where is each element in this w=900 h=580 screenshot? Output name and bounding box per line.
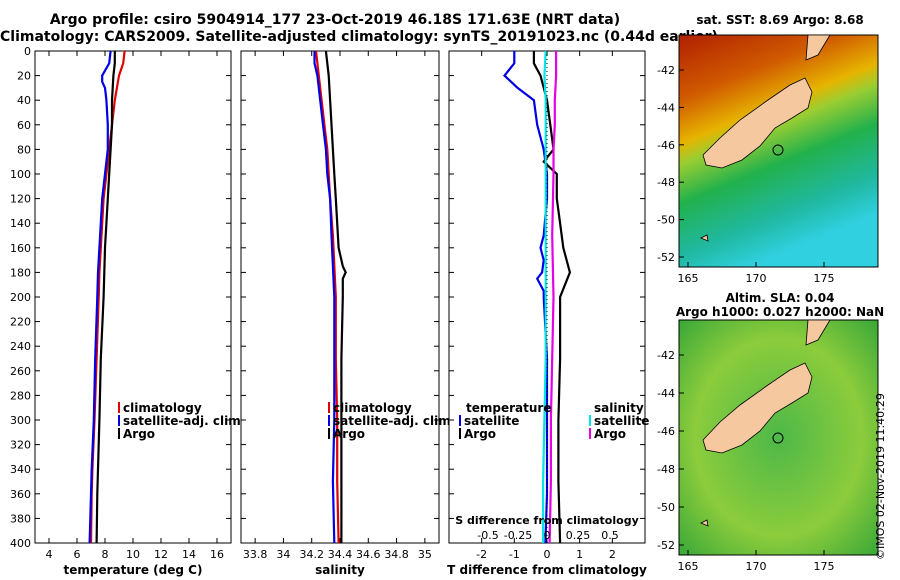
y-tick-label: 160 (10, 242, 31, 255)
x-tick-label: 8 (102, 548, 109, 561)
legend-heading-temperature: temperature (466, 401, 551, 415)
y-tick-label: 240 (10, 340, 31, 353)
x-tick-label: 14 (182, 548, 196, 561)
legend-label: Argo (123, 427, 155, 441)
legend-label: Argo (594, 427, 626, 441)
x-tick-label: 4 (46, 548, 53, 561)
y-tick-label: 80 (17, 143, 31, 156)
x-axis-label: salinity (315, 563, 365, 577)
sst-map-title: sat. SST: 8.69 Argo: 8.68 (696, 13, 864, 27)
y-tick-label: 320 (10, 439, 31, 452)
sla-map-title-line2: Argo h1000: 0.027 h2000: NaN (675, 305, 885, 319)
y-tick-label: 280 (10, 389, 31, 402)
salinity-panel: 33.8 34 34.2 34.4 34.6 34.8 35 salinity climatol… (240, 50, 455, 577)
x-tick-label: -2 (476, 548, 487, 561)
x-axis-label: T difference from climatology (447, 563, 647, 577)
legend-swatch (118, 415, 120, 426)
plot-frame (34, 50, 232, 544)
difference-panel: -2 -1 0 1 2 T difference from climatology S di… (447, 50, 649, 577)
x2-tick-label: 0.5 (601, 529, 619, 542)
legend-label: Argo (464, 427, 496, 441)
y-tick-label: 300 (10, 414, 31, 427)
x-axis-label: temperature (deg C) (64, 563, 203, 577)
legend-swatch (118, 402, 120, 413)
chart-title-line1: Argo profile: csiro 5904914_177 23-Oct-2… (49, 12, 621, 28)
x-tick-label: 0 (544, 548, 551, 561)
y-tick-label: 140 (10, 217, 31, 230)
legend-label: satellite (594, 414, 649, 428)
x-tick-label: 34 (276, 548, 290, 561)
legend-label: climatology (333, 401, 412, 415)
y-tick-label: 20 (17, 70, 31, 83)
legend-heading-salinity: salinity (594, 401, 644, 415)
x2-tick-label: -0.5 (477, 529, 498, 542)
legend-swatch (118, 428, 120, 439)
x-tick-label: 6 (74, 548, 81, 561)
y-tick-label: 380 (10, 512, 31, 525)
x-tick-label: 34.8 (384, 548, 409, 561)
series-line-salinity-satellite (541, 50, 547, 543)
y-tick-label: 100 (10, 168, 31, 181)
y-tick-label: 0 (24, 45, 31, 58)
legend-swatch (459, 428, 461, 439)
chart-title-line2: Climatology: CARS2009. Satellite-adjuste… (0, 29, 718, 45)
legend-swatch (328, 428, 330, 439)
series-line-salinity-argo (548, 51, 558, 544)
x-tick-label: 16 (210, 548, 224, 561)
y-tick-label: 260 (10, 365, 31, 378)
x-tick-label: 34.2 (299, 548, 324, 561)
x-tick-label: 10 (126, 548, 140, 561)
x-tick-label: 35 (418, 548, 432, 561)
y-tick-label: 200 (10, 291, 31, 304)
x2-tick-label: -0.25 (504, 529, 532, 542)
x-tick-label: 34.4 (328, 548, 353, 561)
x-tick-label: 33.8 (243, 548, 268, 561)
y-tick-label: 40 (17, 94, 31, 107)
y-tick-label: 360 (10, 488, 31, 501)
x-tick-label: -1 (509, 548, 520, 561)
legend-label: satellite-adj. clim. (333, 414, 455, 428)
temperature-panel: 0 20 40 60 80 100 120 140 160 180 200 220 240 260 280 3… (10, 45, 245, 577)
x-tick-label: 12 (154, 548, 168, 561)
legend-swatch (328, 402, 330, 413)
series-line-satellite-adj-clim- (313, 51, 336, 544)
legend-swatch (589, 415, 591, 426)
y-tick-label: 120 (10, 193, 31, 206)
y-tick-label: 400 (10, 537, 31, 550)
legend-label: satellite-adj. clim. (123, 414, 245, 428)
y-tick-label: 60 (17, 119, 31, 132)
series-line-satellite-adj-clim- (88, 50, 112, 544)
x-tick-label: 2 (609, 548, 616, 561)
y-tick-label: 220 (10, 316, 31, 329)
x-tick-label: 1 (576, 548, 583, 561)
legend-label: Argo (333, 427, 365, 441)
legend-label: satellite (464, 414, 519, 428)
series-line-argo (324, 50, 347, 543)
x-tick-label: 34.6 (356, 548, 381, 561)
x2-tick-label: 0.25 (566, 529, 591, 542)
x2-tick-label: 0 (544, 529, 551, 542)
legend-swatch (459, 415, 461, 426)
x-axis-label-2: S difference from climatology (455, 514, 639, 527)
legend-swatch (328, 415, 330, 426)
y-tick-label: 340 (10, 463, 31, 476)
sla-map-title-line1: Altim. SLA: 0.04 (725, 291, 835, 305)
legend-swatch (589, 428, 591, 439)
series-line-argo (95, 51, 116, 544)
y-tick-label: 180 (10, 266, 31, 279)
copyright-text: ©IMOS 02-Nov-2019 11:40:29 (874, 393, 887, 560)
legend-label: climatology (123, 401, 202, 415)
plot-frame (240, 50, 440, 544)
